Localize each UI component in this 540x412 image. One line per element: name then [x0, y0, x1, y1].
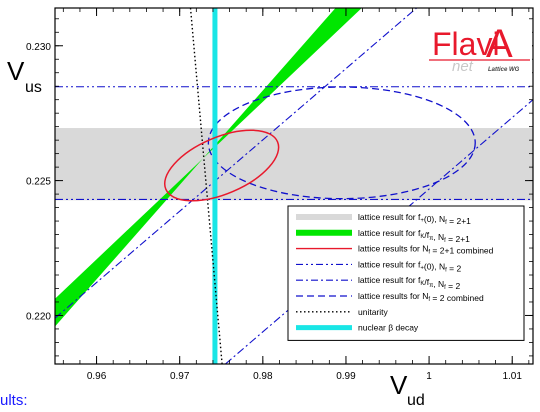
legend: lattice result for f+(0), Nf = 2+1 lattic… [287, 205, 525, 341]
cut-off-caption: ults: [0, 392, 28, 409]
legend-label-beta: nuclear β decay [358, 323, 419, 333]
x-axis-label: V [390, 370, 408, 400]
legend-box [287, 205, 525, 341]
logo-background [422, 22, 532, 74]
legend-label-f0_2: lattice result for f+(0), Nf = 2 [358, 259, 461, 273]
y-axis-label: V [7, 56, 25, 86]
x-tick-label-0.99: 0.99 [336, 371, 356, 382]
y-axis-label-subscript: us [25, 79, 42, 96]
x-tick-label-0.96: 0.96 [87, 371, 107, 382]
legend-label-comb_21: lattice results for Nf = 2+1 combined [358, 244, 494, 256]
band-f0-nf21 [55, 128, 533, 201]
legend-label-fk_21: lattice result for fK/fπ, Nf = 2+1 [358, 228, 470, 244]
logo-lattice-wg: Lattice WG [488, 67, 520, 73]
logo-letter-f: Flavi [432, 26, 500, 62]
x-tick-label-1: 1 [426, 371, 432, 382]
x-tick-label-1.01: 1.01 [502, 371, 522, 382]
logo-net: net [452, 58, 474, 75]
flavianet-logo: Flavi A net Lattice WG [422, 22, 532, 75]
axes: 0.96 0.97 0.98 0.99 1 1.01 0.220 0.225 0.230 [26, 8, 533, 382]
x-tick-label-0.97: 0.97 [170, 371, 190, 382]
plot-area [55, 8, 533, 364]
ellipse-nf21-combined [163, 129, 280, 202]
x-tick-label-0.98: 0.98 [253, 371, 273, 382]
y-tick-label-0.225: 0.225 [26, 177, 51, 188]
logo-letter-a: A [486, 22, 513, 66]
x-axis-label-subscript: ud [407, 392, 425, 409]
ellipse-nf2-combined [207, 86, 476, 200]
legend-label-unitarity: unitarity [358, 307, 389, 317]
line-fk-nf2-1 [225, 99, 533, 364]
legend-label-comb_2: lattice results for Nf = 2 combined [358, 291, 484, 303]
legend-label-f0_21: lattice result for f+(0), Nf = 2+1 [358, 212, 471, 226]
plot-frame [54, 7, 534, 365]
legend-label-fk_2: lattice result for fK/fπ, Nf = 2 [358, 275, 460, 291]
y-tick-label-0.230: 0.230 [26, 42, 51, 53]
y-tick-label-0.220: 0.220 [26, 311, 51, 322]
